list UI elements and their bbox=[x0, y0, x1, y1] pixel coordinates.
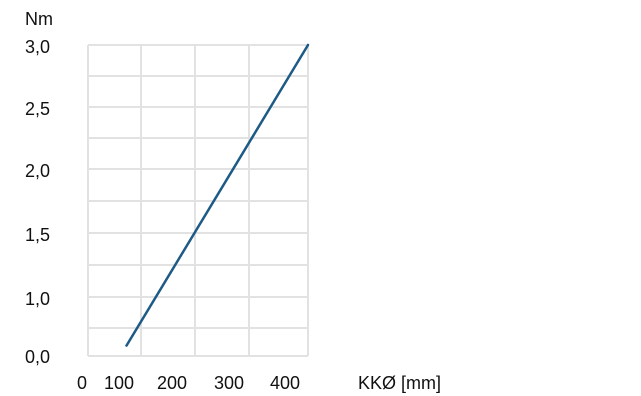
y-tick-label: 2,0 bbox=[25, 161, 50, 181]
x-tick-label: 300 bbox=[214, 373, 244, 393]
y-tick-label: 0,0 bbox=[25, 347, 50, 367]
y-axis-label: Nm bbox=[25, 9, 53, 29]
x-tick-label: 200 bbox=[157, 373, 187, 393]
x-tick-label: 0 bbox=[77, 373, 87, 393]
series-line bbox=[125, 43, 310, 347]
grid bbox=[87, 44, 309, 357]
series-layer bbox=[125, 43, 310, 347]
x-tick-label: 100 bbox=[104, 373, 134, 393]
y-tick-label: 1,0 bbox=[25, 289, 50, 309]
x-axis-label: KKØ [mm] bbox=[358, 373, 441, 393]
y-tick-label: 3,0 bbox=[25, 37, 50, 57]
y-tick-label: 2,5 bbox=[25, 99, 50, 119]
y-tick-label: 1,5 bbox=[25, 225, 50, 245]
y-tick-labels: 3,0 2,5 2,0 1,5 1,0 0,0 bbox=[25, 37, 50, 367]
x-tick-labels: 0 100 200 300 400 bbox=[77, 373, 300, 393]
x-tick-label: 400 bbox=[270, 373, 300, 393]
